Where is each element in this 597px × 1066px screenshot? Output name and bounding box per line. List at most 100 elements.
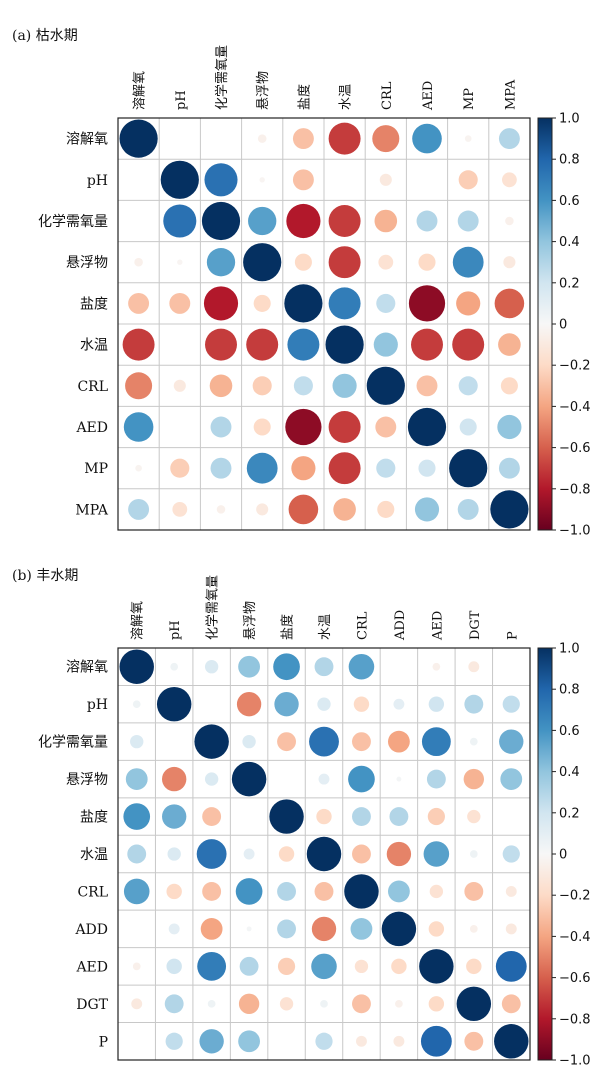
- correlation-circle: [286, 204, 320, 238]
- correlation-circle: [326, 326, 364, 364]
- panel-b-circles: [119, 649, 528, 1058]
- correlation-circle: [506, 886, 517, 897]
- correlation-circle: [166, 884, 181, 899]
- correlation-circle: [163, 204, 196, 237]
- correlation-circle: [333, 374, 357, 398]
- correlation-circle: [317, 698, 330, 711]
- panel-b-colorbar: 1.00.80.60.40.20−0.2−0.4−0.6−0.8−1.0: [538, 642, 591, 1066]
- colorbar-tick-label: 0.4: [559, 235, 580, 250]
- correlation-circle: [497, 415, 521, 439]
- column-label: 盐度: [280, 614, 296, 640]
- colorbar-gradient: [538, 118, 552, 530]
- correlation-circle: [278, 958, 295, 975]
- column-label: P: [505, 631, 520, 640]
- column-label: CRL: [380, 81, 395, 110]
- correlation-circle: [429, 696, 444, 711]
- correlation-circle: [284, 284, 322, 322]
- correlation-circle: [256, 503, 268, 515]
- correlation-circle: [376, 294, 395, 313]
- row-label: 盐度: [80, 810, 108, 826]
- correlation-circle: [254, 418, 271, 435]
- colorbar-tick-label: −0.8: [559, 482, 591, 497]
- correlation-circle: [295, 254, 312, 271]
- colorbar-tick-label: 1.0: [559, 642, 580, 657]
- colorbar-tick-label: 0.2: [559, 806, 580, 821]
- correlation-circle: [208, 1000, 216, 1008]
- row-label: 悬浮物: [66, 255, 108, 271]
- correlation-circle: [237, 692, 261, 716]
- colorbar-tick-label: 1.0: [559, 112, 580, 127]
- correlation-circle: [344, 874, 378, 908]
- correlation-circle: [170, 459, 189, 478]
- column-label: 盐度: [296, 84, 312, 110]
- row-label: P: [99, 1034, 108, 1050]
- row-label: AED: [75, 420, 108, 436]
- correlation-circle: [505, 217, 514, 226]
- correlation-circle: [466, 959, 481, 974]
- correlation-circle: [391, 959, 406, 974]
- correlation-circle: [311, 954, 337, 980]
- correlation-circle: [277, 882, 296, 901]
- correlation-circle: [315, 657, 334, 676]
- correlation-circle: [309, 727, 339, 757]
- panel-a-column-labels: 溶解氧 pH 化学需氧量 悬浮物 盐度 水温 CRL AED MP MPA: [133, 45, 519, 111]
- correlation-circle: [470, 850, 478, 858]
- correlation-circle: [352, 845, 371, 864]
- correlation-circle: [396, 777, 401, 782]
- correlation-circle: [329, 452, 361, 484]
- correlation-circle: [242, 735, 255, 748]
- correlation-circle: [374, 333, 398, 357]
- row-label: AED: [75, 959, 108, 975]
- correlation-circle: [293, 128, 314, 149]
- column-label: MP: [462, 88, 477, 110]
- correlation-circle: [449, 449, 487, 487]
- correlation-circle: [417, 211, 438, 232]
- correlation-circle: [161, 161, 199, 199]
- correlation-circle: [123, 329, 155, 361]
- correlation-circle: [169, 923, 180, 934]
- correlation-circle: [125, 372, 152, 399]
- correlation-circle: [205, 772, 218, 785]
- correlation-circle: [421, 1026, 452, 1057]
- column-label: 水温: [318, 614, 333, 640]
- correlation-circle: [320, 1000, 328, 1008]
- correlation-circle: [452, 329, 484, 361]
- correlation-circle: [157, 687, 191, 721]
- correlation-circle: [258, 134, 267, 143]
- colorbar-tick-label: 0: [559, 848, 567, 863]
- correlation-circle: [418, 254, 435, 271]
- colorbar-tick-label: −0.6: [559, 441, 591, 456]
- correlation-circle: [465, 135, 472, 142]
- correlation-circle: [464, 695, 483, 714]
- column-label: 化学需氧量: [214, 45, 230, 110]
- correlation-circle: [490, 490, 528, 528]
- correlation-circle: [419, 949, 453, 983]
- row-label: CRL: [77, 379, 108, 395]
- correlation-circle: [128, 293, 149, 314]
- correlation-circle: [240, 957, 259, 976]
- colorbar-tick-label: −0.2: [559, 359, 591, 374]
- correlation-circle: [329, 246, 361, 278]
- correlation-circle: [424, 841, 450, 867]
- correlation-circle: [382, 912, 416, 946]
- correlation-circle: [307, 837, 341, 871]
- colorbar-tick-label: −1.0: [559, 524, 591, 539]
- correlation-circle: [354, 696, 369, 711]
- correlation-circle: [202, 807, 221, 826]
- correlation-circle: [128, 499, 149, 520]
- colorbar-tick-label: 0.4: [559, 765, 580, 780]
- correlation-circle: [243, 243, 281, 281]
- correlation-circle: [204, 163, 237, 196]
- correlation-circle: [315, 1033, 332, 1050]
- correlation-circle: [464, 882, 483, 901]
- colorbar-tick-label: −0.4: [559, 930, 591, 945]
- column-label: MPA: [503, 79, 518, 110]
- correlation-circle: [388, 731, 410, 753]
- correlation-circle: [165, 994, 184, 1013]
- correlation-circle: [352, 807, 371, 826]
- correlation-circle: [236, 878, 263, 905]
- colorbar-tick-label: 0.2: [559, 276, 580, 291]
- correlation-circle: [464, 1032, 483, 1051]
- correlation-circle: [427, 770, 446, 789]
